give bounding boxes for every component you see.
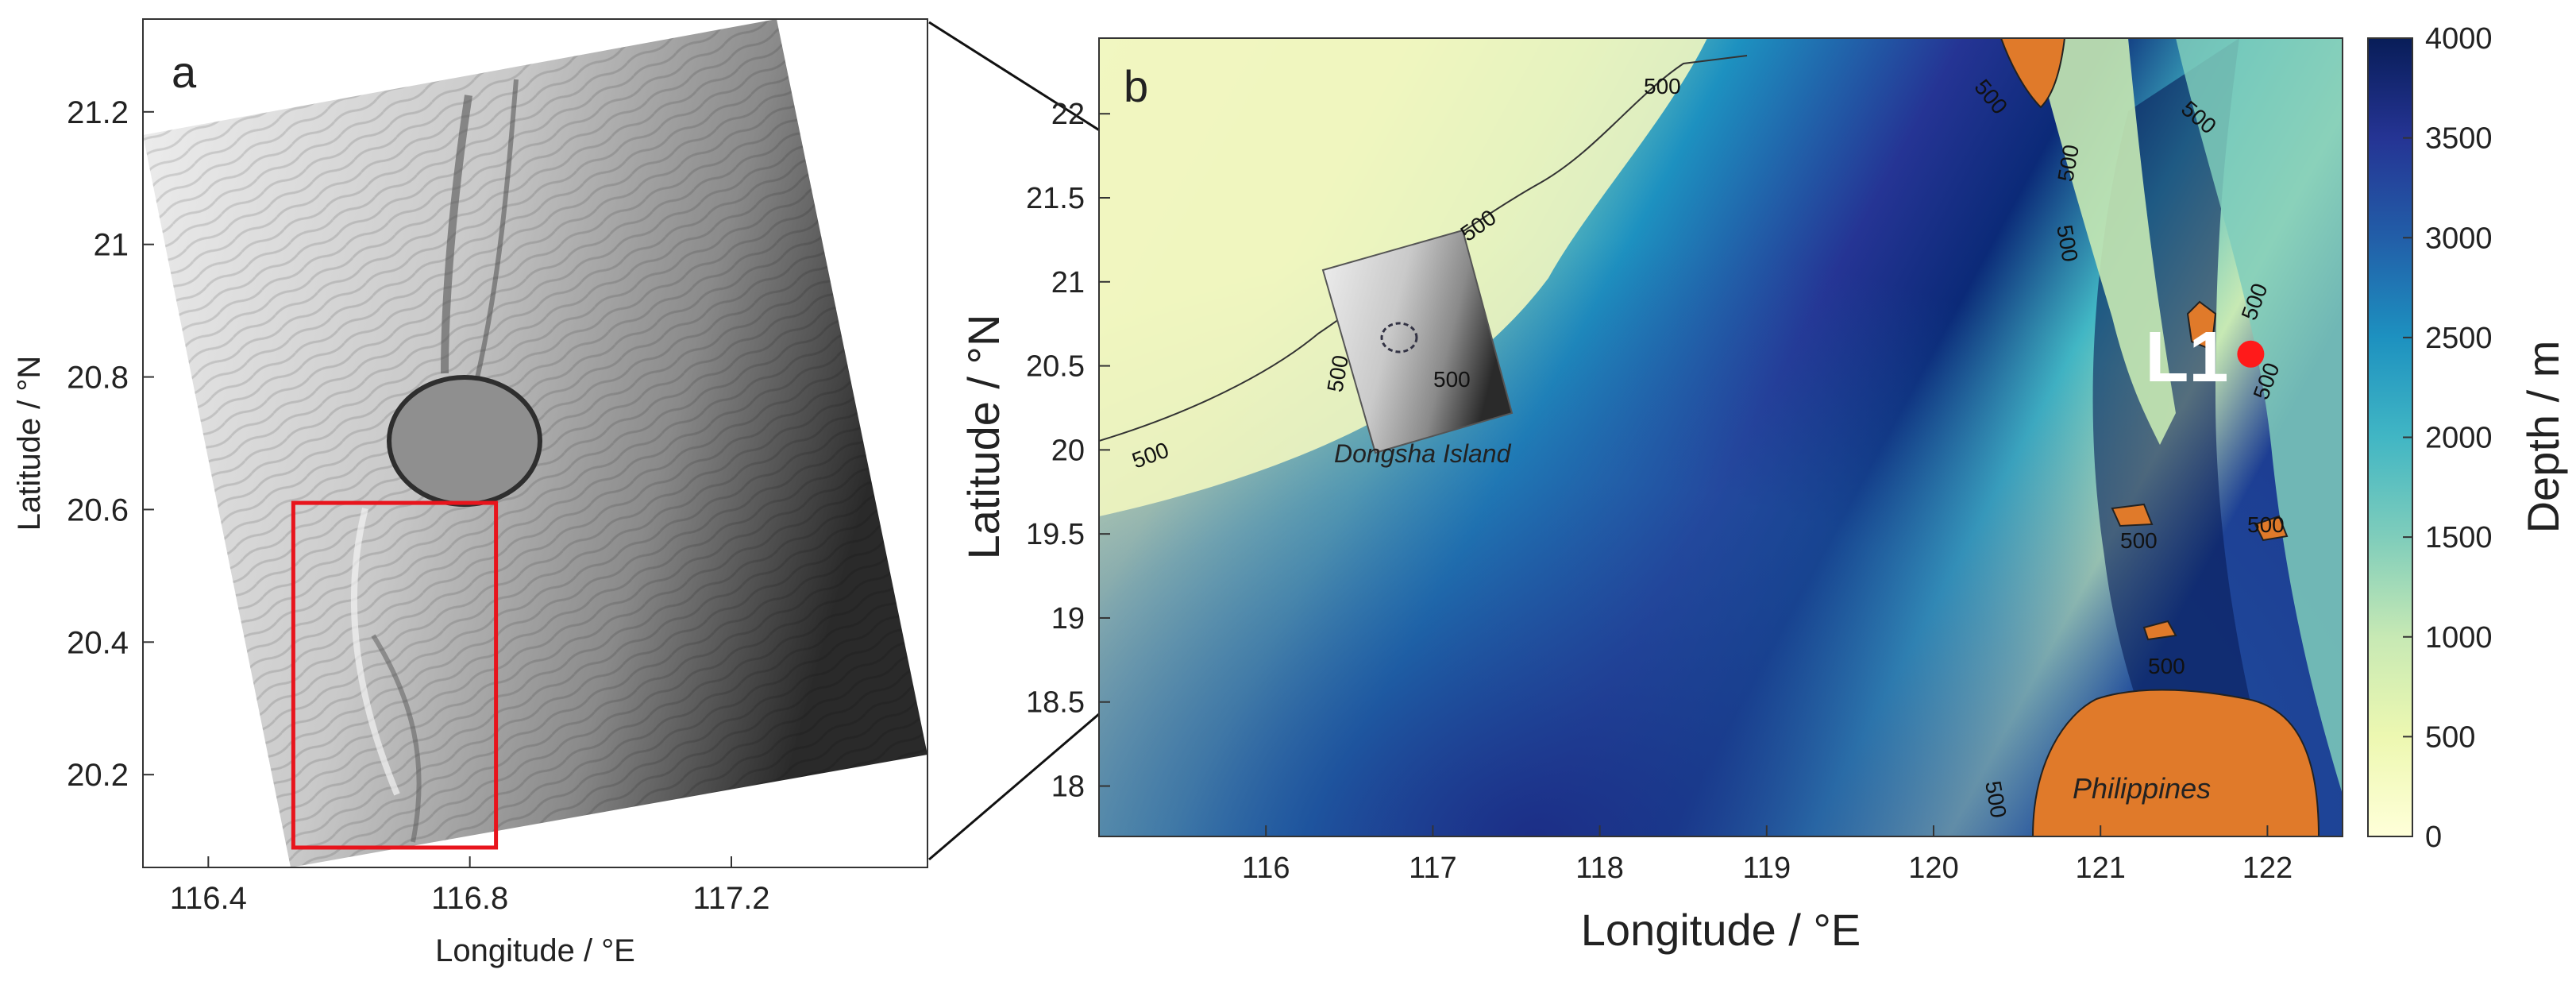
dongsha-island-label: Dongsha Island: [1334, 439, 1512, 468]
x-tick-label: 116.4: [170, 881, 247, 916]
y-tick-label: 21.5: [1026, 182, 1085, 215]
ridge-shallow: [2033, 38, 2176, 445]
y-tick-label: 19.5: [1026, 518, 1085, 551]
y-tick-label: 20.8: [67, 361, 129, 396]
station-label: L1: [2145, 318, 2228, 397]
x-tick-label: 116.8: [431, 881, 508, 916]
x-tick-label: 118: [1575, 852, 1624, 885]
island: [2142, 620, 2177, 641]
sar-streak: [350, 508, 400, 796]
x-tick-label: 121: [2076, 852, 2126, 885]
colorbar-tick-label: 3000: [2425, 222, 2493, 255]
sar-streak: [441, 95, 472, 374]
x-tick-label: 117: [1409, 852, 1457, 885]
colorbar-tick-label: 4000: [2425, 22, 2493, 56]
y-tick-label: 20: [1051, 434, 1085, 467]
colorbar-tick-label: 2000: [2425, 422, 2493, 455]
colorbar-tick-label: 1000: [2425, 621, 2493, 655]
ridge-shallow: [2176, 38, 2343, 794]
y-tick-label: 22: [1051, 98, 1085, 131]
contour-label: 500: [2148, 654, 2185, 678]
station-marker: [2237, 340, 2265, 368]
panel-b: 500 500 500 500 500 500 500 500 500 500 …: [958, 37, 2343, 955]
x-axis-ticks: 116.4 116.8 117.2: [170, 856, 770, 916]
colorbar-label: Depth / m: [2518, 341, 2568, 534]
x-tick-label: 119: [1743, 852, 1791, 885]
island: [2254, 515, 2289, 542]
colorbar-tick-label: 2500: [2425, 322, 2493, 355]
y-tick-label: 18.5: [1026, 686, 1085, 720]
philippines-label: Philippines: [2073, 772, 2211, 805]
contour-label: 500: [2120, 528, 2158, 553]
colorbar-tick-label: 500: [2425, 720, 2475, 754]
colorbar-ticks: 0 500 1000 1500 2000 2500 3000 3500 4000: [2403, 22, 2493, 854]
contour-label: 500: [1644, 74, 1681, 98]
y-tick-label: 20.6: [67, 492, 129, 527]
panel-a: a 116.4 116.8 117.2 20.2 20.4 20.6 20.8 21 21.2…: [12, 18, 928, 968]
panel-letter-a: a: [172, 47, 197, 97]
y-axis-ticks: 20.2 20.4 20.6 20.8 21 21.2: [67, 95, 154, 793]
x-axis-ticks: 116 117 118 119 120 121 122: [1242, 825, 2293, 885]
y-tick-label: 20.4: [67, 625, 129, 660]
x-tick-label: 117.2: [692, 881, 769, 916]
y-tick-label: 20.5: [1026, 350, 1085, 384]
y-tick-label: 21: [94, 228, 129, 263]
dongsha-atoll: [387, 375, 542, 507]
panel-b-frame: [1098, 37, 2343, 837]
colorbar-tick-label: 3500: [2425, 122, 2493, 156]
y-tick-label: 21: [1051, 266, 1085, 299]
x-tick-label: 120: [1908, 852, 1958, 885]
colorbar-tick-label: 1500: [2425, 521, 2493, 554]
dongsha-atoll-outline: [1380, 322, 1418, 353]
x-axis-label: Longitude / °E: [1581, 905, 1861, 955]
island: [2111, 503, 2154, 527]
y-axis-label: Latitude / °N: [12, 356, 47, 531]
x-tick-label: 116: [1242, 852, 1290, 885]
colorbar: 0 500 1000 1500 2000 2500 3000 3500 4000 Depth /…: [2367, 22, 2568, 854]
sar-streak: [371, 634, 422, 843]
sar-streak: [474, 79, 519, 382]
y-axis-ticks: 18 18.5 19 19.5 20 20.5 21 21.5 22: [1026, 98, 1110, 804]
x-axis-label: Longitude / °E: [435, 933, 635, 968]
y-tick-label: 21.2: [67, 95, 129, 130]
island: [2186, 300, 2217, 351]
contour-label: 500: [2247, 512, 2285, 537]
island-luzon: [2031, 689, 2320, 836]
colorbar-tick-label: 0: [2425, 821, 2442, 854]
sar-footprint: [1321, 229, 1514, 454]
x-tick-label: 122: [2242, 852, 2293, 885]
y-axis-label: Latitude / °N: [958, 315, 1008, 560]
y-tick-label: 18: [1051, 771, 1085, 804]
panel-a-frame: [142, 18, 928, 868]
highlight-box: [291, 500, 499, 850]
panel-letter-b: b: [1124, 61, 1148, 111]
y-tick-label: 19: [1051, 602, 1085, 635]
contour-label: 500: [1433, 367, 1471, 392]
island-taiwan: [1999, 38, 2066, 109]
y-tick-label: 20.2: [67, 758, 129, 793]
